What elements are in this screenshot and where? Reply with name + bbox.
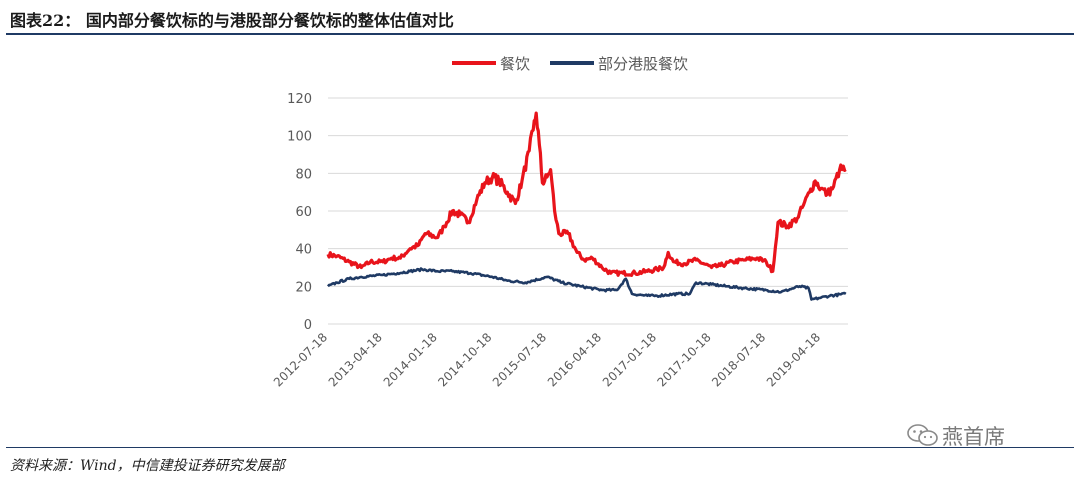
x-tick-label: 2017-01-18 xyxy=(600,330,659,389)
x-tick-label: 2018-07-18 xyxy=(709,330,768,389)
x-tick-label: 2016-04-18 xyxy=(545,330,604,389)
legend-label-restaurant: 餐饮 xyxy=(500,55,530,73)
y-tick-label: 80 xyxy=(295,167,312,182)
x-tick-label: 2013-04-18 xyxy=(326,330,385,389)
line-chart: 0204060801001202012-07-182013-04-182014-… xyxy=(271,55,848,389)
wechat-icon xyxy=(907,424,938,446)
legend-label-hk: 部分港股餐饮 xyxy=(598,55,688,73)
figure-header: 图表22： 国内部分餐饮标的与港股部分餐饮标的整体估值对比 xyxy=(0,0,1080,34)
series-line-restaurant xyxy=(326,111,847,277)
y-tick-label: 0 xyxy=(304,318,312,333)
y-tick-label: 120 xyxy=(287,92,312,107)
x-tick-label: 2017-10-18 xyxy=(655,330,714,389)
y-tick-label: 20 xyxy=(295,280,312,295)
watermark: 燕首席 xyxy=(906,420,1066,450)
x-tick-label: 2014-10-18 xyxy=(435,330,494,389)
bottom-rule xyxy=(6,447,1074,448)
source-note: 资料来源：Wind，中信建投证券研究发展部 xyxy=(10,458,285,474)
top-rule xyxy=(6,33,1074,35)
y-tick-label: 40 xyxy=(295,243,312,258)
y-tick-label: 100 xyxy=(287,130,312,145)
watermark-text: 燕首席 xyxy=(942,425,1005,449)
y-tick-label: 60 xyxy=(295,205,312,220)
x-tick-label: 2014-01-18 xyxy=(381,330,440,389)
x-tick-label: 2012-07-18 xyxy=(271,330,330,389)
figure-title: 图表22： 国内部分餐饮标的与港股部分餐饮标的整体估值对比 xyxy=(10,11,454,30)
series-line-hk xyxy=(327,267,847,301)
x-tick-label: 2019-04-18 xyxy=(764,330,823,389)
x-tick-label: 2015-07-18 xyxy=(490,330,549,389)
